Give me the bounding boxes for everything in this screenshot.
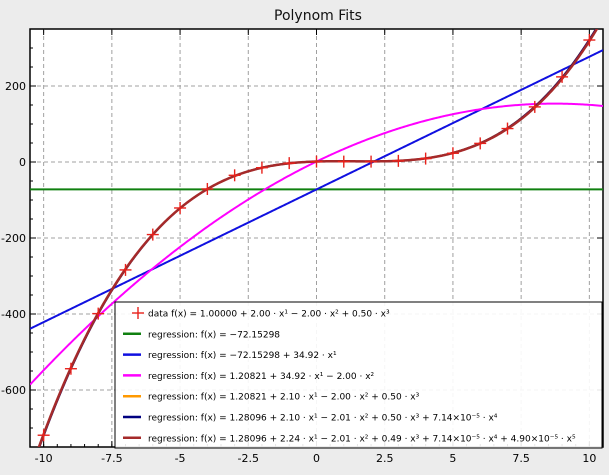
data-points xyxy=(37,34,596,442)
data-point xyxy=(556,70,569,83)
data-point xyxy=(528,100,541,113)
x-tick-label: 10 xyxy=(582,452,596,465)
data-point xyxy=(201,182,214,195)
legend-entry: data f(x) = 1.00000 + 2.00 · x¹ − 2.00 ·… xyxy=(132,307,390,320)
series-line-deg1 xyxy=(30,49,603,330)
data-point xyxy=(474,137,487,150)
x-tick-label: -10 xyxy=(35,452,53,465)
data-point xyxy=(119,263,132,276)
legend-entry: regression: f(x) = 1.28096 + 2.24 · x¹ −… xyxy=(123,434,576,444)
legend-label: regression: f(x) = 1.20821 + 34.92 · x¹ … xyxy=(148,372,375,382)
legend-label: regression: f(x) = 1.20821 + 2.10 · x¹ −… xyxy=(148,393,420,403)
legend-entry: regression: f(x) = 1.28096 + 2.10 · x¹ −… xyxy=(123,414,498,424)
legend-entry: regression: f(x) = −72.15298 xyxy=(123,330,280,340)
legend-label: regression: f(x) = 1.28096 + 2.10 · x¹ −… xyxy=(148,414,498,424)
legend-box xyxy=(114,301,603,449)
data-point xyxy=(255,161,268,174)
data-point xyxy=(64,362,77,375)
data-point xyxy=(283,157,296,170)
x-tick-label: -2.5 xyxy=(238,452,259,465)
x-tick-label: 2.5 xyxy=(376,452,394,465)
data-point xyxy=(228,169,241,182)
data-point xyxy=(337,155,350,168)
x-tick-label: -7.5 xyxy=(101,452,122,465)
y-tick-label: -400 xyxy=(1,308,26,321)
data-point xyxy=(365,155,378,168)
legend-label: data f(x) = 1.00000 + 2.00 · x¹ − 2.00 ·… xyxy=(148,310,390,320)
data-point xyxy=(37,429,50,442)
data-point xyxy=(419,152,432,165)
chart-title: Polynom Fits xyxy=(274,8,362,24)
x-tick-label: 7.5 xyxy=(512,452,530,465)
data-point xyxy=(146,228,159,241)
y-tick-label: 200 xyxy=(5,80,26,93)
y-tick-label: -600 xyxy=(1,384,26,397)
data-point xyxy=(310,155,323,168)
data-point xyxy=(446,147,459,160)
x-tick-label: 0 xyxy=(313,452,320,465)
y-tick-label: 0 xyxy=(19,156,26,169)
y-tick-label: -200 xyxy=(1,232,26,245)
x-tick-label: 5 xyxy=(449,452,456,465)
legend-entry: regression: f(x) = −72.15298 + 34.92 · x… xyxy=(123,351,337,361)
legend-label: regression: f(x) = 1.28096 + 2.24 · x¹ −… xyxy=(148,434,576,444)
legend-entry: regression: f(x) = 1.20821 + 34.92 · x¹ … xyxy=(123,372,375,382)
legend-entry: regression: f(x) = 1.20821 + 2.10 · x¹ −… xyxy=(123,393,420,403)
legend-label: regression: f(x) = −72.15298 xyxy=(148,330,280,340)
legend: data f(x) = 1.00000 + 2.00 · x¹ − 2.00 ·… xyxy=(114,301,603,449)
data-point xyxy=(501,122,514,135)
data-point xyxy=(583,34,596,47)
data-point xyxy=(392,154,405,167)
data-point xyxy=(174,201,187,214)
x-tick-label: -5 xyxy=(175,452,186,465)
legend-label: regression: f(x) = −72.15298 + 34.92 · x… xyxy=(148,351,337,361)
data-point xyxy=(92,307,105,320)
